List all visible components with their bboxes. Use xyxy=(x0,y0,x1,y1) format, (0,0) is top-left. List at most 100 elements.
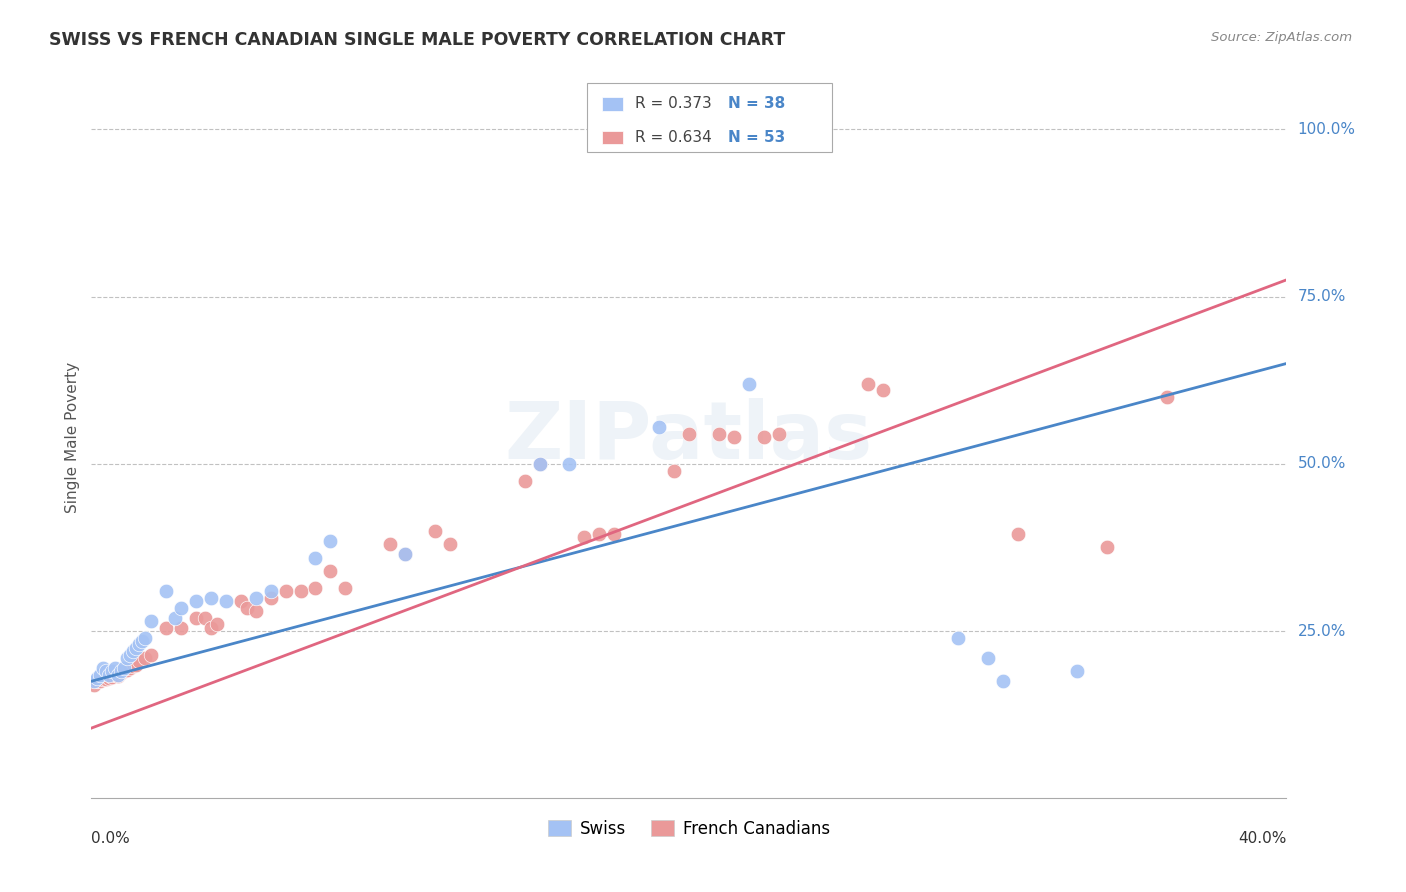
Point xyxy=(737,376,759,391)
Point xyxy=(86,671,108,685)
Point xyxy=(603,527,626,541)
Point xyxy=(194,610,217,624)
Point xyxy=(83,674,105,689)
Point xyxy=(648,420,671,434)
Point xyxy=(200,591,222,605)
Point xyxy=(976,651,998,665)
Point xyxy=(290,584,312,599)
Point xyxy=(89,667,111,681)
Point xyxy=(235,600,259,615)
Point xyxy=(128,654,150,668)
Point xyxy=(259,591,281,605)
Legend: Swiss, French Canadians: Swiss, French Canadians xyxy=(541,813,837,844)
Point xyxy=(304,550,326,565)
Text: 100.0%: 100.0% xyxy=(1298,122,1355,136)
Point xyxy=(170,600,193,615)
Text: N = 53: N = 53 xyxy=(728,129,786,145)
Point xyxy=(89,674,111,689)
Point xyxy=(115,651,138,665)
Point xyxy=(215,594,238,608)
Point xyxy=(122,658,145,673)
Point xyxy=(120,648,142,662)
Point xyxy=(245,591,267,605)
Point xyxy=(1097,541,1119,555)
Point xyxy=(96,673,118,687)
Point xyxy=(205,617,228,632)
Point xyxy=(752,430,775,444)
Point xyxy=(707,426,730,441)
Point xyxy=(155,621,177,635)
Point xyxy=(184,610,207,624)
Point xyxy=(101,664,124,679)
FancyBboxPatch shape xyxy=(602,131,623,145)
Point xyxy=(768,426,790,441)
Point xyxy=(125,640,148,655)
Point xyxy=(335,581,357,595)
Point xyxy=(163,610,186,624)
Point xyxy=(131,634,153,648)
Point xyxy=(134,631,156,645)
Point xyxy=(112,664,135,679)
Point xyxy=(110,665,132,680)
Point xyxy=(513,474,536,488)
Point xyxy=(200,621,222,635)
Point xyxy=(872,384,894,398)
Point xyxy=(678,426,700,441)
Point xyxy=(125,657,148,672)
Point xyxy=(112,661,135,675)
Point xyxy=(170,621,193,635)
Text: 25.0%: 25.0% xyxy=(1298,624,1346,639)
Point xyxy=(304,581,326,595)
Text: 40.0%: 40.0% xyxy=(1239,830,1286,846)
Point xyxy=(184,594,207,608)
Point xyxy=(319,533,342,548)
Point xyxy=(319,564,342,578)
Point xyxy=(98,667,121,681)
Point xyxy=(1007,527,1029,541)
Point xyxy=(107,667,129,681)
Text: N = 38: N = 38 xyxy=(728,95,786,111)
Text: 75.0%: 75.0% xyxy=(1298,289,1346,304)
Point xyxy=(558,457,581,471)
Point xyxy=(96,664,118,679)
Point xyxy=(229,594,252,608)
Y-axis label: Single Male Poverty: Single Male Poverty xyxy=(65,361,80,513)
Point xyxy=(394,547,416,561)
Point xyxy=(991,674,1014,689)
Text: R = 0.373: R = 0.373 xyxy=(636,95,721,111)
Point xyxy=(1066,664,1088,679)
Point xyxy=(141,648,163,662)
Text: R = 0.634: R = 0.634 xyxy=(636,129,721,145)
Point xyxy=(946,631,969,645)
Point xyxy=(259,584,281,599)
Point xyxy=(115,663,138,677)
Point xyxy=(93,661,115,675)
Point xyxy=(122,644,145,658)
Point xyxy=(120,661,142,675)
Point xyxy=(529,457,551,471)
Point xyxy=(101,669,124,684)
Point xyxy=(93,673,115,687)
Text: 0.0%: 0.0% xyxy=(91,830,131,846)
Point xyxy=(134,651,156,665)
Point xyxy=(274,584,297,599)
Point xyxy=(104,667,127,681)
Point xyxy=(1156,390,1178,404)
Point xyxy=(380,537,402,551)
Point xyxy=(574,530,596,544)
Point xyxy=(394,547,416,561)
Point xyxy=(98,671,121,685)
Point xyxy=(423,524,446,538)
FancyBboxPatch shape xyxy=(588,83,832,152)
Point xyxy=(245,604,267,618)
Point xyxy=(858,376,880,391)
Text: 50.0%: 50.0% xyxy=(1298,457,1346,471)
Point xyxy=(662,464,685,478)
Point xyxy=(86,674,108,689)
Point xyxy=(155,584,177,599)
Text: Source: ZipAtlas.com: Source: ZipAtlas.com xyxy=(1212,31,1353,45)
Point xyxy=(104,661,127,675)
Text: SWISS VS FRENCH CANADIAN SINGLE MALE POVERTY CORRELATION CHART: SWISS VS FRENCH CANADIAN SINGLE MALE POV… xyxy=(49,31,786,49)
Point xyxy=(107,669,129,683)
Point xyxy=(110,664,132,679)
